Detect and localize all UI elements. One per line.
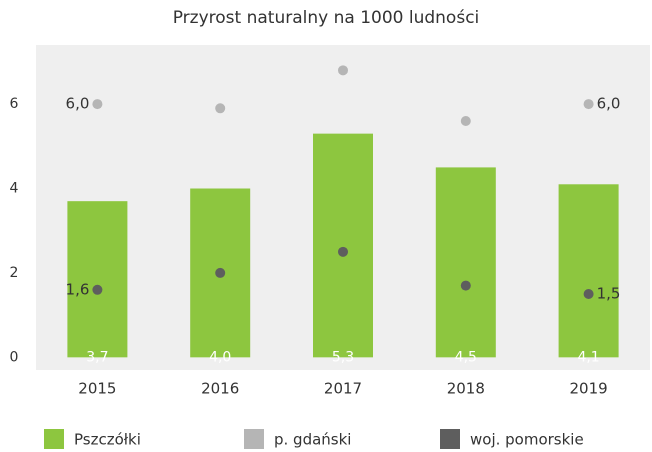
bar-value-label: 5,3	[332, 349, 354, 365]
line-point	[460, 115, 471, 126]
line-point	[215, 103, 226, 114]
line-point	[460, 280, 471, 291]
legend-swatch	[44, 429, 64, 449]
line-point	[92, 99, 103, 110]
line-point	[338, 246, 348, 257]
y-tick-label: 4	[10, 181, 19, 197]
y-tick-label: 0	[10, 349, 19, 365]
y-tick-label: 6	[10, 96, 19, 112]
line-point	[338, 65, 348, 76]
line-value-label: 1,5	[597, 285, 621, 303]
bar-value-label: 4,0	[209, 349, 231, 365]
x-tick-label: 2018	[447, 380, 485, 398]
bar	[558, 184, 619, 358]
line-point	[583, 289, 594, 300]
line-point	[583, 99, 594, 110]
bar-value-label: 4,5	[455, 349, 477, 365]
line-value-label: 1,6	[66, 280, 90, 298]
bar-value-label: 3,7	[86, 349, 108, 365]
legend-label: p. gdański	[274, 431, 351, 449]
legend-swatch	[244, 429, 264, 449]
y-tick-label: 2	[10, 265, 19, 281]
bar	[313, 133, 373, 358]
x-tick-label: 2016	[201, 380, 239, 398]
legend-swatch	[440, 429, 460, 449]
chart-title: Przyrost naturalny na 1000 ludności	[173, 8, 480, 28]
legend-label: Pszczółki	[74, 431, 141, 449]
x-tick-label: 2017	[324, 380, 362, 398]
bar	[67, 201, 128, 358]
line-point	[92, 284, 103, 295]
line-point	[215, 267, 226, 278]
legend-label: woj. pomorskie	[470, 431, 584, 449]
x-tick-label: 2019	[570, 380, 608, 398]
line-value-label: 6,0	[597, 95, 621, 113]
x-tick-label: 2015	[78, 380, 116, 398]
bar-value-label: 4,1	[577, 349, 599, 365]
line-value-label: 6,0	[66, 95, 90, 113]
bar	[435, 167, 496, 358]
